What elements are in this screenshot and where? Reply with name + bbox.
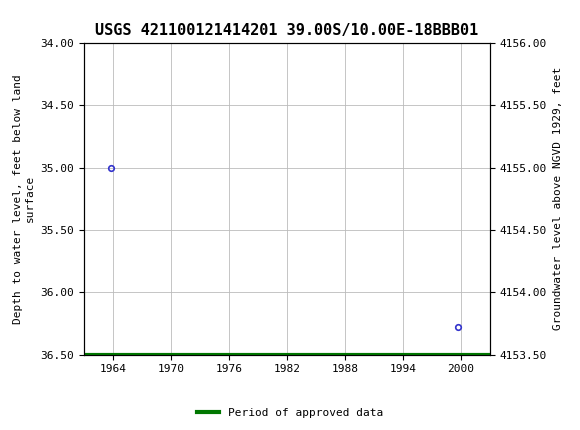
- Y-axis label: Depth to water level, feet below land
surface: Depth to water level, feet below land su…: [13, 74, 35, 324]
- Legend: Period of approved data: Period of approved data: [193, 403, 387, 422]
- Text: ≡USGS: ≡USGS: [6, 9, 60, 27]
- Title: USGS 421100121414201 39.00S/10.00E-18BBB01: USGS 421100121414201 39.00S/10.00E-18BBB…: [96, 23, 478, 38]
- Y-axis label: Groundwater level above NGVD 1929, feet: Groundwater level above NGVD 1929, feet: [553, 67, 563, 331]
